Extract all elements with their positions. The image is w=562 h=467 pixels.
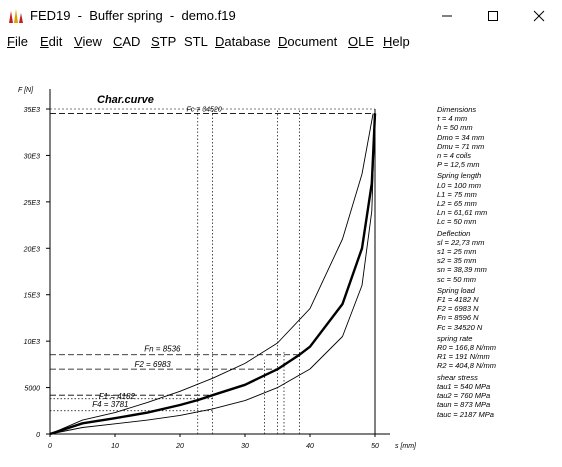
load-line: Fn = 8596 N bbox=[437, 313, 479, 323]
menu-document[interactable]: Document bbox=[278, 34, 338, 49]
rate-heading: spring rate bbox=[437, 333, 473, 343]
chart-labels: F [N] s [mm] Char.curve Fc = 34520 Fn = 8536… bbox=[18, 87, 417, 450]
f1-label: F1 = 4182 bbox=[99, 392, 136, 401]
deflection-list: sl = 22,73 mm s1 = 25 mm s2 = 35 mm sn =… bbox=[437, 238, 496, 284]
menu-file[interactable]: File bbox=[7, 34, 28, 49]
chart-title: Char.curve bbox=[97, 94, 154, 106]
length-line: L0 = 100 mm bbox=[437, 180, 481, 190]
y-tick-label: 5000 bbox=[24, 386, 40, 393]
length-line: Ln = 61,61 mm bbox=[437, 208, 488, 218]
dimension-line: P = 12,5 mm bbox=[437, 160, 480, 170]
deflection-line: sl = 22,73 mm bbox=[437, 237, 485, 247]
rate-line: R1 = 191 N/mm bbox=[437, 352, 490, 362]
y-tick-label: 30E3 bbox=[24, 153, 40, 160]
close-button[interactable] bbox=[516, 0, 562, 31]
menu-cad[interactable]: CAD bbox=[113, 34, 141, 49]
dimension-line: Dmu = 71 mm bbox=[437, 141, 485, 151]
length-list: L0 = 100 mm L1 = 75 mm L2 = 65 mm Ln = 6… bbox=[437, 181, 496, 227]
deflection-heading: Deflection bbox=[437, 228, 471, 238]
stress-line: tau1 = 540 MPa bbox=[437, 381, 491, 391]
chart-curves bbox=[49, 113, 377, 436]
y-tick-label: 15E3 bbox=[24, 293, 40, 300]
dimension-line: τ = 4 mm bbox=[437, 114, 468, 124]
chart-axes bbox=[49, 89, 390, 435]
spring-data-panel: Dimensions τ = 4 mm h = 50 mm Dmo = 34 m… bbox=[437, 103, 496, 419]
maximize-icon bbox=[488, 10, 498, 21]
dimensions-heading: Dimensions bbox=[437, 105, 477, 114]
length-line: L1 = 75 mm bbox=[437, 189, 477, 199]
menu-stp[interactable]: STP bbox=[151, 34, 177, 49]
x-axis-label: s [mm] bbox=[395, 443, 417, 450]
menu-bar: File Edit View CAD STP STL Database Docu… bbox=[0, 31, 562, 51]
f4-label: F4 = 3781 bbox=[92, 400, 128, 409]
length-line: L2 = 65 mm bbox=[437, 199, 477, 209]
rate-line: R2 = 404,8 N/mm bbox=[437, 361, 496, 371]
window-title: FED19 - Buffer spring - demo.f19 bbox=[30, 8, 236, 23]
length-heading: Spring length bbox=[437, 171, 482, 181]
x-tick-label: 10 bbox=[111, 443, 119, 450]
length-line: Lc = 50 mm bbox=[437, 217, 477, 227]
minimize-icon bbox=[442, 15, 452, 16]
load-line: F2 = 6983 N bbox=[437, 304, 479, 314]
close-icon bbox=[533, 10, 545, 21]
deflection-line: s1 = 25 mm bbox=[437, 247, 477, 257]
maximize-button[interactable] bbox=[470, 0, 516, 31]
y-axis-label: F [N] bbox=[18, 87, 34, 94]
minimize-button[interactable] bbox=[424, 0, 470, 31]
fc-label: Fc = 34520 bbox=[187, 106, 222, 113]
lower-characteristic-curve bbox=[49, 113, 376, 435]
x-tick-label: 30 bbox=[241, 443, 249, 450]
stress-line: taun = 873 MPa bbox=[437, 400, 491, 410]
x-tick-label: 20 bbox=[175, 443, 184, 450]
rate-line: R0 = 166,8 N/mm bbox=[437, 343, 496, 353]
deflection-line: sc = 50 mm bbox=[437, 274, 476, 284]
app-icon bbox=[9, 9, 23, 23]
load-list: F1 = 4182 N F2 = 6983 N Fn = 8596 N Fc =… bbox=[437, 295, 496, 332]
y-tick-label: 25E3 bbox=[23, 200, 40, 207]
load-line: Fc = 34520 N bbox=[437, 322, 483, 332]
menu-stl[interactable]: STL bbox=[184, 34, 208, 49]
stress-list: tau1 = 540 MPa tau2 = 760 MPa taun = 873… bbox=[437, 382, 496, 419]
x-tick-label: 0 bbox=[48, 443, 52, 450]
dimensions-list: τ = 4 mm h = 50 mm Dmo = 34 mm Dmu = 71 … bbox=[437, 114, 496, 169]
dimension-line: n = 4 coils bbox=[437, 151, 471, 161]
title-bar: FED19 - Buffer spring - demo.f19 bbox=[0, 0, 562, 31]
dimension-line: h = 50 mm bbox=[437, 123, 473, 133]
nominal-characteristic-curve bbox=[49, 113, 377, 436]
stress-line: tauc = 2187 MPa bbox=[437, 409, 494, 419]
y-tick-label: 20E3 bbox=[23, 246, 40, 253]
menu-view[interactable]: View bbox=[74, 34, 102, 49]
x-tick-label: 40 bbox=[306, 443, 314, 450]
chart-ticks: 0 5000 10E3 15E3 20E3 25E3 30E3 35E3 0 10 20 30 40 50 bbox=[23, 107, 379, 450]
y-tick-label: 35E3 bbox=[24, 107, 40, 114]
stress-line: tau2 = 760 MPa bbox=[437, 391, 491, 401]
x-tick-label: 50 bbox=[371, 443, 379, 450]
characteristic-curve-chart: 0 5000 10E3 15E3 20E3 25E3 30E3 35E3 0 10 20 30 40 50… bbox=[18, 87, 417, 450]
deflection-line: sn = 38,39 mm bbox=[437, 265, 487, 275]
menu-ole[interactable]: OLE bbox=[348, 34, 375, 49]
upper-characteristic-curve bbox=[49, 113, 374, 435]
load-heading: Spring load bbox=[437, 285, 475, 295]
f2-label: F2 = 6983 bbox=[135, 360, 172, 369]
dimension-line: Dmo = 34 mm bbox=[437, 132, 485, 142]
deflection-line: s2 = 35 mm bbox=[437, 256, 477, 266]
menu-database[interactable]: Database bbox=[215, 34, 271, 49]
chart-guides bbox=[50, 109, 376, 434]
menu-help[interactable]: Help bbox=[383, 34, 410, 49]
menu-edit[interactable]: Edit bbox=[40, 34, 63, 49]
y-tick-label: 10E3 bbox=[24, 339, 40, 346]
chart-canvas: 0 5000 10E3 15E3 20E3 25E3 30E3 35E3 0 10 20 30 40 50… bbox=[0, 51, 562, 467]
y-tick-label: 0 bbox=[36, 432, 40, 439]
fn-label: Fn = 8536 bbox=[144, 345, 181, 354]
rate-list: R0 = 166,8 N/mm R1 = 191 N/mm R2 = 404,8… bbox=[437, 343, 496, 371]
stress-heading: shear stress bbox=[437, 372, 478, 382]
load-line: F1 = 4182 N bbox=[437, 295, 479, 305]
